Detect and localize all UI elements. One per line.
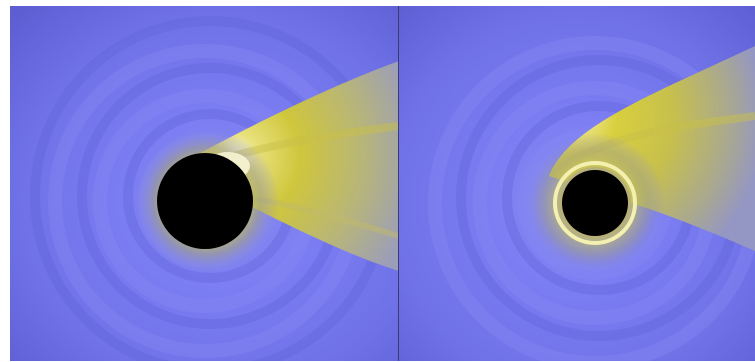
right-wake-plume (549, 46, 755, 251)
right-flow-field (399, 6, 755, 361)
left-flow-field (10, 6, 399, 361)
right-simulation-panel (399, 6, 755, 361)
left-black-hole (157, 153, 253, 249)
left-simulation-panel (10, 6, 399, 361)
right-hole-ring (553, 161, 637, 245)
right-black-hole (562, 170, 628, 236)
